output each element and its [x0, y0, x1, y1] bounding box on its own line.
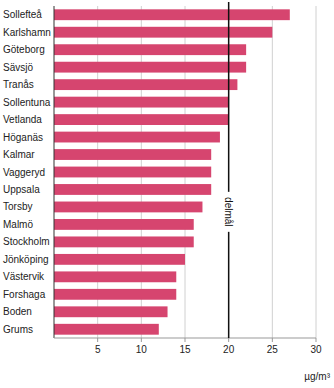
bar: [54, 132, 220, 143]
category-label: Kalmar: [3, 149, 35, 160]
grid-line: [272, 6, 273, 338]
bar: [54, 271, 176, 282]
bars: [54, 9, 290, 334]
tick-mark: [272, 338, 273, 342]
category-label: Vaggeryd: [3, 167, 45, 178]
bar: [54, 202, 202, 213]
tick-label: 25: [267, 344, 279, 355]
category-label: Uppsala: [3, 184, 40, 195]
category-label: Höganäs: [3, 132, 43, 143]
tick-label: 10: [136, 344, 148, 355]
bar: [54, 167, 211, 178]
axis-label: µg/m³: [304, 371, 330, 382]
category-label: Göteborg: [3, 44, 45, 55]
category-label: Grums: [3, 324, 33, 335]
bar: [54, 114, 229, 125]
category-label: Vetlanda: [3, 114, 42, 125]
bar: [54, 236, 194, 247]
category-label: Tranås: [3, 79, 34, 90]
bar: [54, 149, 211, 160]
bar: [54, 184, 211, 195]
tick-label: 5: [95, 344, 101, 355]
chart: Sollefteå Karlshamn Göteborg Sävsjö Tranås So…: [0, 0, 334, 388]
tick-mark: [185, 338, 186, 342]
tick-label: 30: [310, 344, 322, 355]
category-label: Boden: [3, 306, 32, 317]
category-label: Jönköping: [3, 254, 49, 265]
bar: [54, 219, 194, 230]
tick-label: 20: [223, 344, 235, 355]
category-label: Forshaga: [3, 289, 46, 300]
bar: [54, 27, 272, 38]
bar: [54, 289, 176, 300]
category-label: Sävsjö: [3, 62, 33, 73]
category-label: Malmö: [3, 219, 33, 230]
category-label: Karlshamn: [3, 27, 51, 38]
tick-mark: [141, 338, 142, 342]
tick-mark: [97, 338, 98, 342]
bar: [54, 44, 246, 55]
category-label: Stockholm: [3, 236, 50, 247]
y-axis-line: [54, 6, 55, 338]
grid-line: [316, 6, 317, 338]
tick-mark: [228, 338, 229, 342]
category-label: Torsby: [3, 201, 32, 212]
tick-label: 15: [179, 344, 191, 355]
category-label: Västervik: [3, 271, 45, 282]
bar: [54, 62, 246, 73]
bar: [54, 9, 290, 20]
bar: [54, 97, 229, 108]
bar: [54, 79, 237, 90]
bar: [54, 254, 185, 265]
bar: [54, 306, 168, 317]
target-line: [228, 2, 230, 338]
category-label: Sollefteå: [3, 9, 42, 20]
annotation-label: delmål: [223, 197, 234, 226]
tick-mark: [316, 338, 317, 342]
bar: [54, 324, 159, 335]
annotation-bg: [223, 192, 235, 232]
category-label: Sollentuna: [3, 97, 51, 108]
